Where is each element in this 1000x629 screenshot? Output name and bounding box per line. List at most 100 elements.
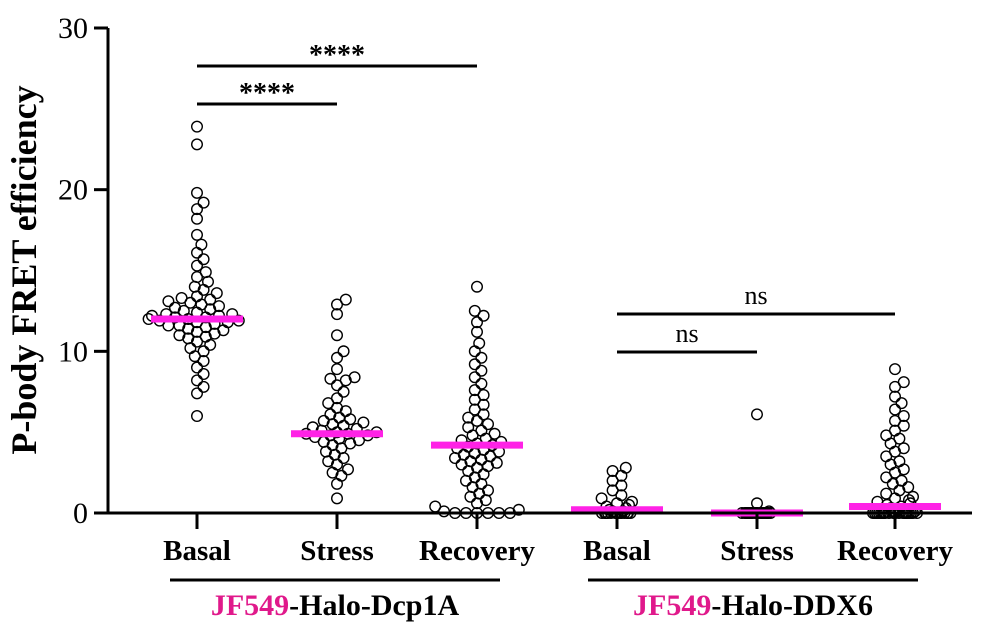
data-point [331,351,344,364]
data-points [142,120,924,520]
data-point [477,408,490,421]
significance-label: **** [239,78,295,109]
group-label-ddx6: JF549-Halo-DDX6 [633,589,873,622]
data-point [475,424,488,437]
data-point [331,298,344,311]
data-point [462,411,475,424]
data-point [348,371,361,384]
data-point [190,212,203,225]
data-point [190,387,203,400]
group-label-rest: -Halo-DDX6 [711,589,873,622]
data-point [907,490,920,503]
data-point [337,385,350,398]
data-point [190,138,203,151]
data-point [606,465,619,478]
data-point [197,368,210,381]
data-point [204,338,217,351]
data-point [195,238,208,251]
data-point [897,442,910,455]
data-point [197,196,210,209]
data-point [895,397,908,410]
data-point [429,500,442,513]
data-point [475,351,488,364]
data-point [468,304,481,317]
data-point [357,416,370,429]
data-point [331,492,344,505]
data-point [751,408,764,421]
data-point [344,413,357,426]
data-point [175,292,188,305]
data-point [331,329,344,342]
y-axis-ticks: 0 10 20 30 [58,12,108,530]
data-point [475,364,488,377]
data-point [606,474,619,487]
data-point [204,293,217,306]
data-point [471,316,484,329]
data-point [331,379,344,392]
data-point [190,186,203,199]
data-point [342,463,355,476]
data-point [339,293,352,306]
group-label-dcp1a: JF549-Halo-Dcp1A [211,589,460,622]
data-point [331,308,344,321]
data-point [626,495,639,508]
data-point [893,455,906,468]
data-point [322,455,335,468]
x-tick-label: Basal [583,535,651,567]
data-point [471,461,484,474]
data-point [595,492,608,505]
y-tick-label: 10 [58,335,88,368]
data-point [337,345,350,358]
group-label-accent: JF549 [633,589,711,622]
x-tick-label: Stress [300,535,374,567]
data-point [326,466,339,479]
data-point [889,363,902,376]
mean-bars [151,315,941,517]
data-point [190,228,203,241]
data-point [471,325,484,338]
data-point [477,468,490,481]
significance-brackets: **** **** ns ns [197,40,895,354]
group-label-rest: -Halo-Dcp1A [289,589,459,622]
x-tick-label: Recovery [419,535,535,567]
data-point [317,414,330,427]
data-point [477,398,490,411]
y-tick-label: 30 [58,12,88,45]
data-point [482,484,495,497]
data-point [751,497,764,510]
data-point [464,455,477,468]
data-point [897,463,910,476]
data-point [438,505,451,518]
data-point [168,301,181,314]
data-point [199,266,212,279]
data-point [190,271,203,284]
data-point [619,461,632,474]
x-tick-label: Stress [720,535,794,567]
data-point [457,448,470,461]
data-point [331,477,344,490]
data-point [190,259,203,272]
data-point [337,419,350,432]
data-point [479,494,492,507]
data-point [468,358,481,371]
data-point [889,390,902,403]
data-point [475,477,488,490]
data-point [889,424,902,437]
data-point [190,203,203,216]
y-axis-title: P-body FRET efficiency [4,85,44,454]
data-point [468,371,481,384]
data-point [190,361,203,374]
y-tick-label: 0 [73,497,88,530]
data-point [322,397,335,410]
data-point [190,246,203,259]
data-point [482,418,495,431]
data-point [880,487,893,500]
data-point [190,410,203,423]
data-point [902,481,915,494]
data-point [895,474,908,487]
data-point [320,445,333,458]
data-point [190,290,203,303]
data-point [477,309,490,322]
data-point [173,329,186,342]
